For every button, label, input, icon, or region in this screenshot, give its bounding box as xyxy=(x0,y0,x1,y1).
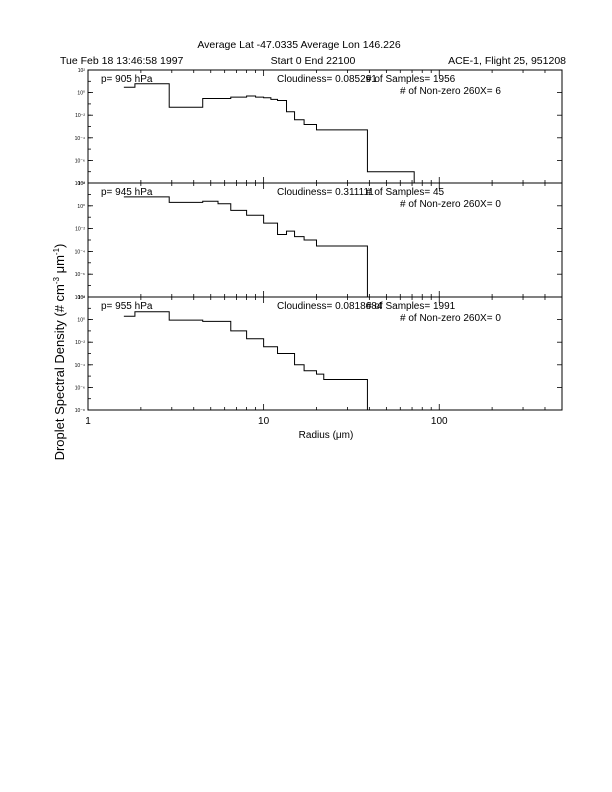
y-tick-label: 10⁻² xyxy=(75,340,85,346)
y-tick-label: 10⁻⁶ xyxy=(75,272,85,278)
y-tick-label: 10⁻⁶ xyxy=(75,158,85,164)
panel-2: 10⁻⁸ 10⁻⁶ 10⁻⁴ 10⁻² 10⁰ 10² p= 945 hPa Cloudine… xyxy=(75,181,563,301)
y-axis-label-exp1: -3 xyxy=(52,276,61,284)
y-tick-label: 10⁰ xyxy=(77,204,85,210)
header-flight: ACE-1, Flight 25, 951208 xyxy=(448,55,566,67)
spectrum-line xyxy=(123,83,415,183)
cloudiness-label: Cloudiness= 0.085291 xyxy=(277,74,377,85)
y-tick-label: 10⁻⁸ xyxy=(75,295,85,301)
panel-3: 10⁻⁸ 10⁻⁶ 10⁻⁴ 10⁻² 10⁰ 10² p= 955 hPa Cloudine… xyxy=(75,295,563,414)
header-range: Start 0 End 22100 xyxy=(271,55,356,67)
y-tick-label: 10² xyxy=(78,295,86,301)
x-axis-label: Radius (μm) xyxy=(299,430,354,441)
x-tick-label: 10 xyxy=(258,416,270,427)
y-axis-label: Droplet Spectral Density (# cm-3 μm-1) xyxy=(52,244,67,461)
y-axis-label-mid: μm xyxy=(52,255,67,277)
y-tick-label: 10⁻⁶ xyxy=(75,385,85,391)
y-tick-label: 10⁻⁸ xyxy=(75,408,85,414)
pressure-label: p= 905 hPa xyxy=(101,74,153,85)
y-axis-label-end: ) xyxy=(52,244,67,248)
cloudiness-label: Cloudiness= 0.0818684 xyxy=(277,301,383,312)
pressure-label: p= 945 hPa xyxy=(101,187,153,198)
header-date: Tue Feb 18 13:46:58 1997 xyxy=(60,55,184,67)
y-tick-label: 10² xyxy=(78,68,86,74)
y-tick-label: 10² xyxy=(78,181,86,187)
y-axis-label-exp2: -1 xyxy=(52,247,61,255)
chart-title: Average Lat -47.0335 Average Lon 146.226 xyxy=(197,39,401,51)
nonzero-label: # of Non-zero 260X= 0 xyxy=(400,313,501,324)
spectrum-line xyxy=(123,311,368,410)
y-tick-label: 10⁻⁴ xyxy=(75,136,85,142)
cloudiness-label: Cloudiness= 0.311111 xyxy=(277,187,374,198)
y-tick-label: 10⁰ xyxy=(77,318,85,324)
x-tick-label: 100 xyxy=(431,416,448,427)
y-tick-label: 10⁻⁸ xyxy=(75,181,85,187)
x-axis-ticks: 1 10 100 xyxy=(85,416,448,427)
spectrum-line xyxy=(123,196,368,297)
x-tick-label: 1 xyxy=(85,416,91,427)
panel-1: 10⁻⁸ 10⁻⁶ 10⁻⁴ 10⁻² 10⁰ 10² p= 905 hPa Cloudine… xyxy=(75,68,563,187)
y-tick-label: 10⁰ xyxy=(77,91,85,97)
samples-label: # of Samples= 1991 xyxy=(366,301,456,312)
pressure-label: p= 955 hPa xyxy=(101,301,153,312)
nonzero-label: # of Non-zero 260X= 0 xyxy=(400,199,501,210)
y-tick-label: 10⁻² xyxy=(75,227,85,233)
y-tick-label: 10⁻² xyxy=(75,113,85,119)
nonzero-label: # of Non-zero 260X= 6 xyxy=(400,86,501,97)
samples-label: # of Samples= 1956 xyxy=(366,74,456,85)
y-axis-label-base: Droplet Spectral Density (# cm xyxy=(52,284,67,460)
samples-label: # of Samples= 45 xyxy=(366,187,445,198)
panels: 10⁻⁸ 10⁻⁶ 10⁻⁴ 10⁻² 10⁰ 10² p= 905 hPa Cloudine… xyxy=(75,68,563,414)
y-tick-label: 10⁻⁴ xyxy=(75,249,85,255)
y-tick-label: 10⁻⁴ xyxy=(75,363,85,369)
